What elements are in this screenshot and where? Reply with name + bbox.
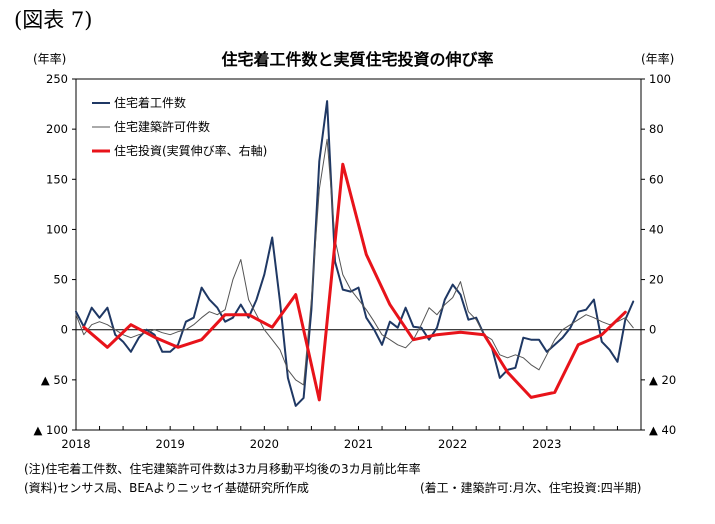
y-right-tick-label: 60 — [649, 172, 664, 186]
y-left-tick-label: ▲ 100 — [34, 423, 68, 437]
series-lines — [75, 100, 635, 407]
y-right-tick-label: 20 — [649, 273, 664, 287]
x-tick-label: 2022 — [438, 437, 467, 451]
y-right-tick-label: ▲ 20 — [649, 373, 676, 387]
x-tick-label: 2021 — [344, 437, 373, 451]
legend-label-0: 住宅着工件数 — [114, 95, 186, 110]
x-tick-label: 2020 — [250, 437, 279, 451]
series-line-1 — [75, 138, 634, 386]
right-axis-unit: (年率) — [641, 52, 675, 66]
x-tick-label: 2018 — [61, 437, 90, 451]
footnote-source: (資料)センサス局、BEAよりニッセイ基礎研究所作成 — [24, 481, 309, 495]
y-right-tick-label: 80 — [649, 122, 664, 136]
left-axis-unit: (年率) — [33, 52, 67, 66]
y-left-tick-label: 50 — [53, 273, 68, 287]
y-right-tick-label: 100 — [649, 72, 671, 86]
footnote-frequency: (着工・建築許可:月次、住宅投資:四半期) — [420, 481, 642, 495]
series-line-2 — [82, 162, 627, 402]
y-left-tick-label: 0 — [61, 323, 68, 337]
y-right-tick-label: 40 — [649, 222, 664, 236]
y-left-tick-label: 200 — [46, 122, 68, 136]
x-tick-label: 2019 — [156, 437, 185, 451]
footnote-note: (注)住宅着工件数、住宅建築許可件数は3カ月移動平均後の3カ月前比年率 — [24, 462, 421, 476]
y-left-tick-label: ▲ 50 — [41, 373, 68, 387]
x-tick-label: 2023 — [532, 437, 561, 451]
y-left-tick-label: 250 — [46, 72, 68, 86]
legend-label-1: 住宅建築許可件数 — [114, 119, 210, 134]
legend-label-2: 住宅投資(実質伸び率、右軸) — [114, 143, 267, 158]
series-line-0 — [75, 100, 635, 407]
figure-label: (図表 7) — [14, 8, 93, 32]
y-right-tick-label: ▲ 40 — [649, 423, 676, 437]
chart-title: 住宅着工件数と実質住宅投資の伸び率 — [221, 50, 494, 69]
y-left-tick-label: 150 — [46, 172, 68, 186]
y-left-tick-label: 100 — [46, 222, 68, 236]
y-right-tick-label: 0 — [649, 323, 656, 337]
